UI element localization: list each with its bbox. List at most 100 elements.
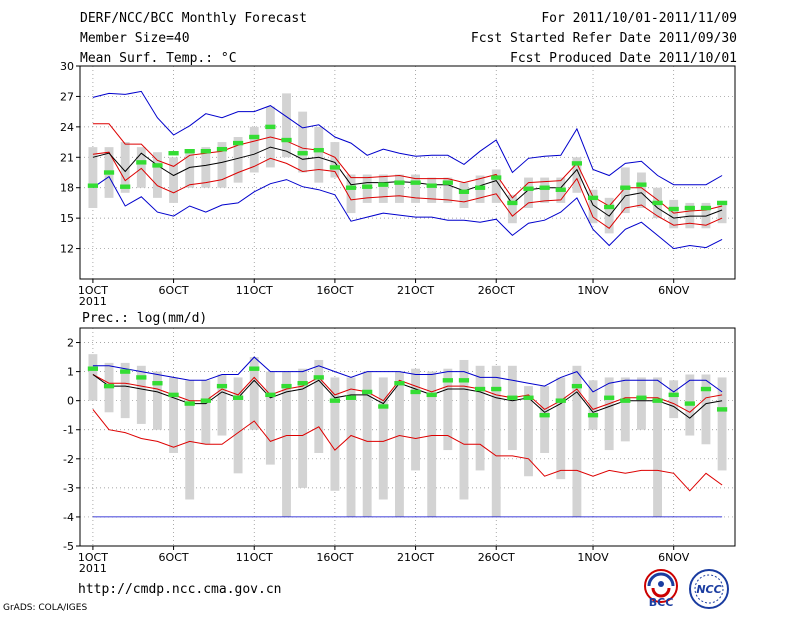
precipitation-observed-marker-4: [136, 375, 147, 380]
temperature-box-32: [588, 189, 598, 224]
variable-label: Mean Surf. Temp.: °C: [80, 51, 237, 66]
temperature-envelope-low-line: [92, 175, 723, 250]
temperature-xtick-label-5: 26OCT: [478, 284, 515, 297]
precipitation-box-36: [653, 377, 662, 517]
temperature-ensemble-mean-line: [92, 146, 723, 219]
precipitation-observed-marker-13: [281, 383, 292, 389]
precipitation-observed-marker-37: [668, 392, 679, 398]
temperature-box-31: [572, 157, 582, 193]
temperature-box-6: [169, 157, 179, 203]
temperature-observed-marker-25: [474, 185, 486, 190]
temperature-box-20: [394, 174, 404, 203]
precipitation-observed-marker-40: [716, 407, 728, 412]
precipitation-observed-marker-17: [345, 395, 357, 400]
temperature-observed-marker-12: [265, 124, 276, 130]
precipitation-observed-marker-24: [458, 378, 470, 383]
precipitation-box-1: [88, 354, 98, 401]
precipitation-observed-marker-21: [410, 389, 421, 395]
temperature-box-14: [298, 111, 308, 173]
temperature-box-22: [427, 177, 437, 203]
precip-panel-title: Prec.: log(mm/d): [82, 311, 208, 326]
precipitation-box-33: [604, 377, 614, 451]
temperature-observed-marker-27: [507, 200, 518, 206]
temperature-xtick-label-0: 1OCT: [78, 284, 108, 297]
temperature-box-21: [411, 174, 421, 203]
precipitation-observed-marker-20: [394, 381, 405, 386]
temperature-box-34: [620, 167, 630, 214]
precipitation-box-39: [701, 374, 711, 445]
forecast-period: For 2011/10/01-2011/11/09: [541, 11, 737, 26]
temperature-year-label: 2011: [79, 295, 107, 308]
temperature-observed-marker-1: [87, 183, 99, 188]
precipitation-box-37: [669, 380, 679, 419]
precipitation-lower-percentile-line: [92, 409, 723, 492]
temperature-observed-marker-3: [120, 184, 131, 189]
temperature-observed-marker-21: [410, 180, 421, 185]
temperature-observed-marker-40: [716, 200, 728, 206]
bcc-logo: BCC: [640, 568, 682, 612]
temperature-box-28: [524, 177, 533, 208]
precipitation-observed-marker-5: [152, 381, 163, 386]
precipitation-xtick-label-5: 26OCT: [478, 551, 515, 564]
temperature-observed-marker-13: [281, 137, 292, 143]
precipitation-observed-marker-32: [587, 413, 599, 418]
temperature-lower-percentile-line: [92, 151, 723, 229]
temperature-ytick-label-1: 15: [60, 212, 74, 225]
precipitation-box-4: [136, 365, 146, 424]
temperature-observed-marker-22: [426, 183, 437, 188]
precipitation-observed-marker-8: [200, 398, 211, 403]
temperature-observed-marker-33: [604, 204, 615, 210]
temperature-observed-marker-34: [620, 185, 631, 190]
precipitation-plot-frame: [79, 327, 736, 547]
precipitation-ytick-label-3: -2: [63, 453, 74, 466]
precipitation-envelope-high-line: [92, 356, 723, 393]
precipitation-observed-marker-16: [329, 398, 341, 403]
temperature-box-10: [233, 137, 243, 183]
precipitation-observed-marker-3: [120, 369, 131, 374]
precipitation-box-31: [572, 365, 582, 517]
temperature-observed-marker-39: [700, 205, 712, 211]
temperature-box-16: [330, 142, 340, 178]
precipitation-ytick-label-1: -4: [63, 511, 74, 524]
temperature-box-7: [185, 152, 195, 188]
precipitation-ytick-label-2: -3: [63, 482, 74, 495]
temperature-observed-marker-18: [362, 184, 373, 189]
temperature-box-15: [314, 126, 324, 183]
precipitation-box-14: [298, 368, 308, 488]
precipitation-observed-marker-39: [700, 386, 712, 392]
precipitation-ensemble-mean-line: [92, 374, 723, 419]
precipitation-box-12: [265, 371, 275, 465]
temperature-observed-marker-15: [313, 147, 324, 153]
temperature-xtick-label-7: 6NOV: [658, 284, 690, 297]
temperature-observed-marker-7: [184, 149, 195, 154]
website-url[interactable]: http://cmdp.ncc.cma.gov.cn: [78, 582, 282, 597]
precipitation-box-15: [314, 359, 324, 453]
bcc-logo-text: BCC: [649, 596, 674, 608]
precipitation-observed-marker-31: [571, 383, 582, 389]
precipitation-observed-marker-38: [684, 401, 695, 406]
precipitation-observed-marker-6: [168, 392, 179, 398]
grads-credit: GrADS: COLA/IGES: [3, 603, 88, 613]
temperature-xtick-label-6: 1NOV: [577, 284, 609, 297]
temperature-observed-marker-31: [571, 161, 582, 166]
precipitation-observed-marker-14: [297, 381, 308, 386]
temperature-observed-marker-6: [168, 151, 179, 156]
temperature-box-17: [346, 174, 356, 214]
temperature-box-9: [217, 142, 227, 188]
temperature-xtick-label-4: 21OCT: [397, 284, 434, 297]
temperature-observed-marker-35: [636, 182, 647, 187]
temperature-upper-percentile-line: [92, 123, 723, 214]
precipitation-box-25: [475, 365, 485, 471]
precipitation-observed-marker-30: [555, 398, 566, 403]
precipitation-box-10: [233, 377, 243, 474]
temperature-observed-marker-2: [103, 170, 115, 175]
precipitation-xtick-label-6: 1NOV: [577, 551, 609, 564]
temperature-observed-marker-24: [458, 189, 470, 194]
temperature-box-13: [282, 93, 291, 158]
chart-title: DERF/NCC/BCC Monthly Forecast: [80, 11, 307, 26]
fcst-started-date: Fcst Started Refer Date 2011/09/30: [470, 31, 737, 46]
precipitation-observed-marker-29: [539, 413, 550, 418]
temperature-box-19: [378, 174, 388, 203]
precipitation-box-24: [459, 359, 469, 500]
